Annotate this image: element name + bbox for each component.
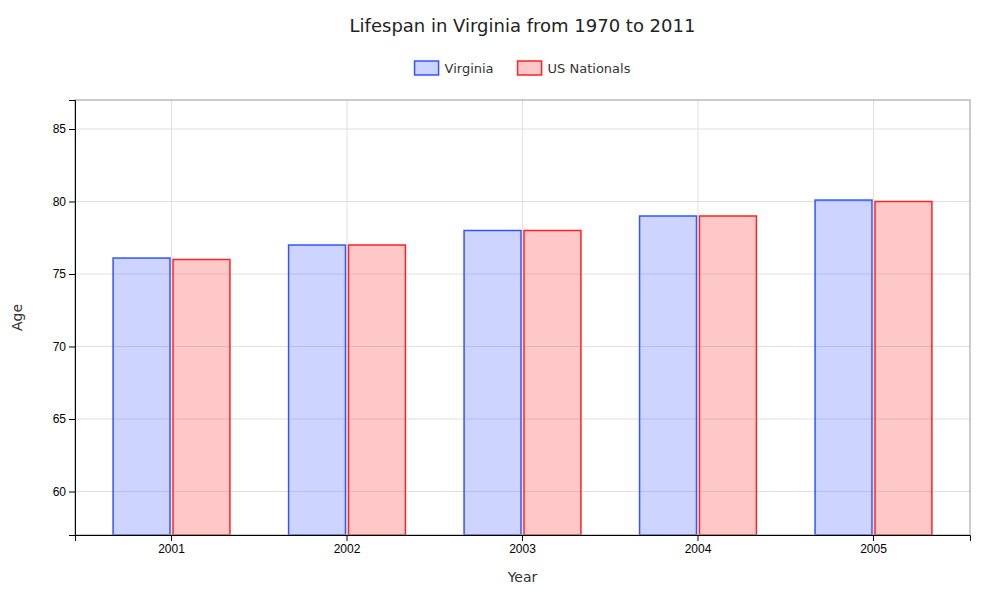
x-tick-label: 2005 (860, 542, 887, 556)
y-tick-label: 65 (53, 412, 67, 426)
bar (699, 216, 756, 535)
legend: Virginia US Nationals (415, 61, 631, 76)
x-grid-line (697, 100, 698, 535)
bar-series (173, 202, 932, 536)
x-grid-line (873, 100, 874, 535)
x-tick: 2005 (860, 535, 887, 556)
bar (173, 260, 230, 536)
x-tick: 2001 (158, 535, 185, 556)
y-tick-mark (69, 274, 75, 275)
bar (289, 245, 346, 535)
y-axis-title: Age (9, 304, 25, 331)
x-grid-line (347, 100, 348, 535)
x-grid-line (522, 100, 523, 535)
plot-area: 60 65 70 75 80 85 2001 2002 2003 2004 2005 (53, 100, 971, 556)
y-tick: 85 (53, 122, 75, 136)
legend-swatch (518, 61, 542, 75)
legend-label: US Nationals (548, 61, 631, 76)
x-tick: 2003 (509, 535, 536, 556)
chart-title: Lifespan in Virginia from 1970 to 2011 (350, 15, 696, 36)
bar (464, 231, 521, 536)
x-tick-label: 2003 (509, 542, 536, 556)
legend-swatch (415, 61, 439, 75)
x-tick-mark (697, 535, 698, 541)
y-tick: 70 (53, 340, 75, 354)
bar (815, 200, 872, 535)
legend-item: US Nationals (518, 61, 631, 76)
x-axis-line (76, 536, 971, 542)
x-axis-title: Year (507, 569, 538, 585)
x-tick-mark (171, 535, 172, 541)
x-axis: 2001 2002 2003 2004 2005 (76, 535, 971, 556)
bar-series (113, 200, 872, 535)
y-tick-label: 60 (53, 485, 67, 499)
plot-frame (75, 100, 970, 535)
grid (75, 100, 970, 535)
x-tick-mark (873, 535, 874, 541)
bar (524, 231, 581, 536)
bar (875, 202, 932, 536)
bar (113, 258, 170, 535)
x-grid-line (171, 100, 172, 535)
x-tick: 2004 (685, 535, 712, 556)
x-tick-label: 2004 (685, 542, 712, 556)
x-tick-mark (522, 535, 523, 541)
bar (640, 216, 697, 535)
legend-label: Virginia (445, 61, 494, 76)
y-tick-label: 85 (53, 122, 67, 136)
y-tick-mark (69, 419, 75, 420)
y-tick: 60 (53, 485, 75, 499)
y-tick-label: 70 (53, 340, 67, 354)
legend-item: Virginia (415, 61, 494, 76)
y-tick-mark (69, 129, 75, 130)
bars (113, 200, 932, 535)
chart: 60 65 70 75 80 85 2001 2002 2003 2004 2005 Year Age L… (0, 0, 1000, 600)
y-tick: 80 (53, 195, 75, 209)
y-axis: 60 65 70 75 80 85 (53, 101, 76, 536)
y-tick: 75 (53, 267, 75, 281)
y-tick-mark (69, 202, 75, 203)
x-tick-mark (347, 535, 348, 541)
x-tick-label: 2002 (334, 542, 361, 556)
y-axis-line (69, 101, 76, 536)
y-tick: 65 (53, 412, 75, 426)
y-tick-label: 80 (53, 195, 67, 209)
y-tick-mark (69, 492, 75, 493)
y-tick-mark (69, 347, 75, 348)
y-tick-label: 75 (53, 267, 67, 281)
x-tick-label: 2001 (158, 542, 185, 556)
x-tick: 2002 (334, 535, 361, 556)
bar (349, 245, 406, 535)
